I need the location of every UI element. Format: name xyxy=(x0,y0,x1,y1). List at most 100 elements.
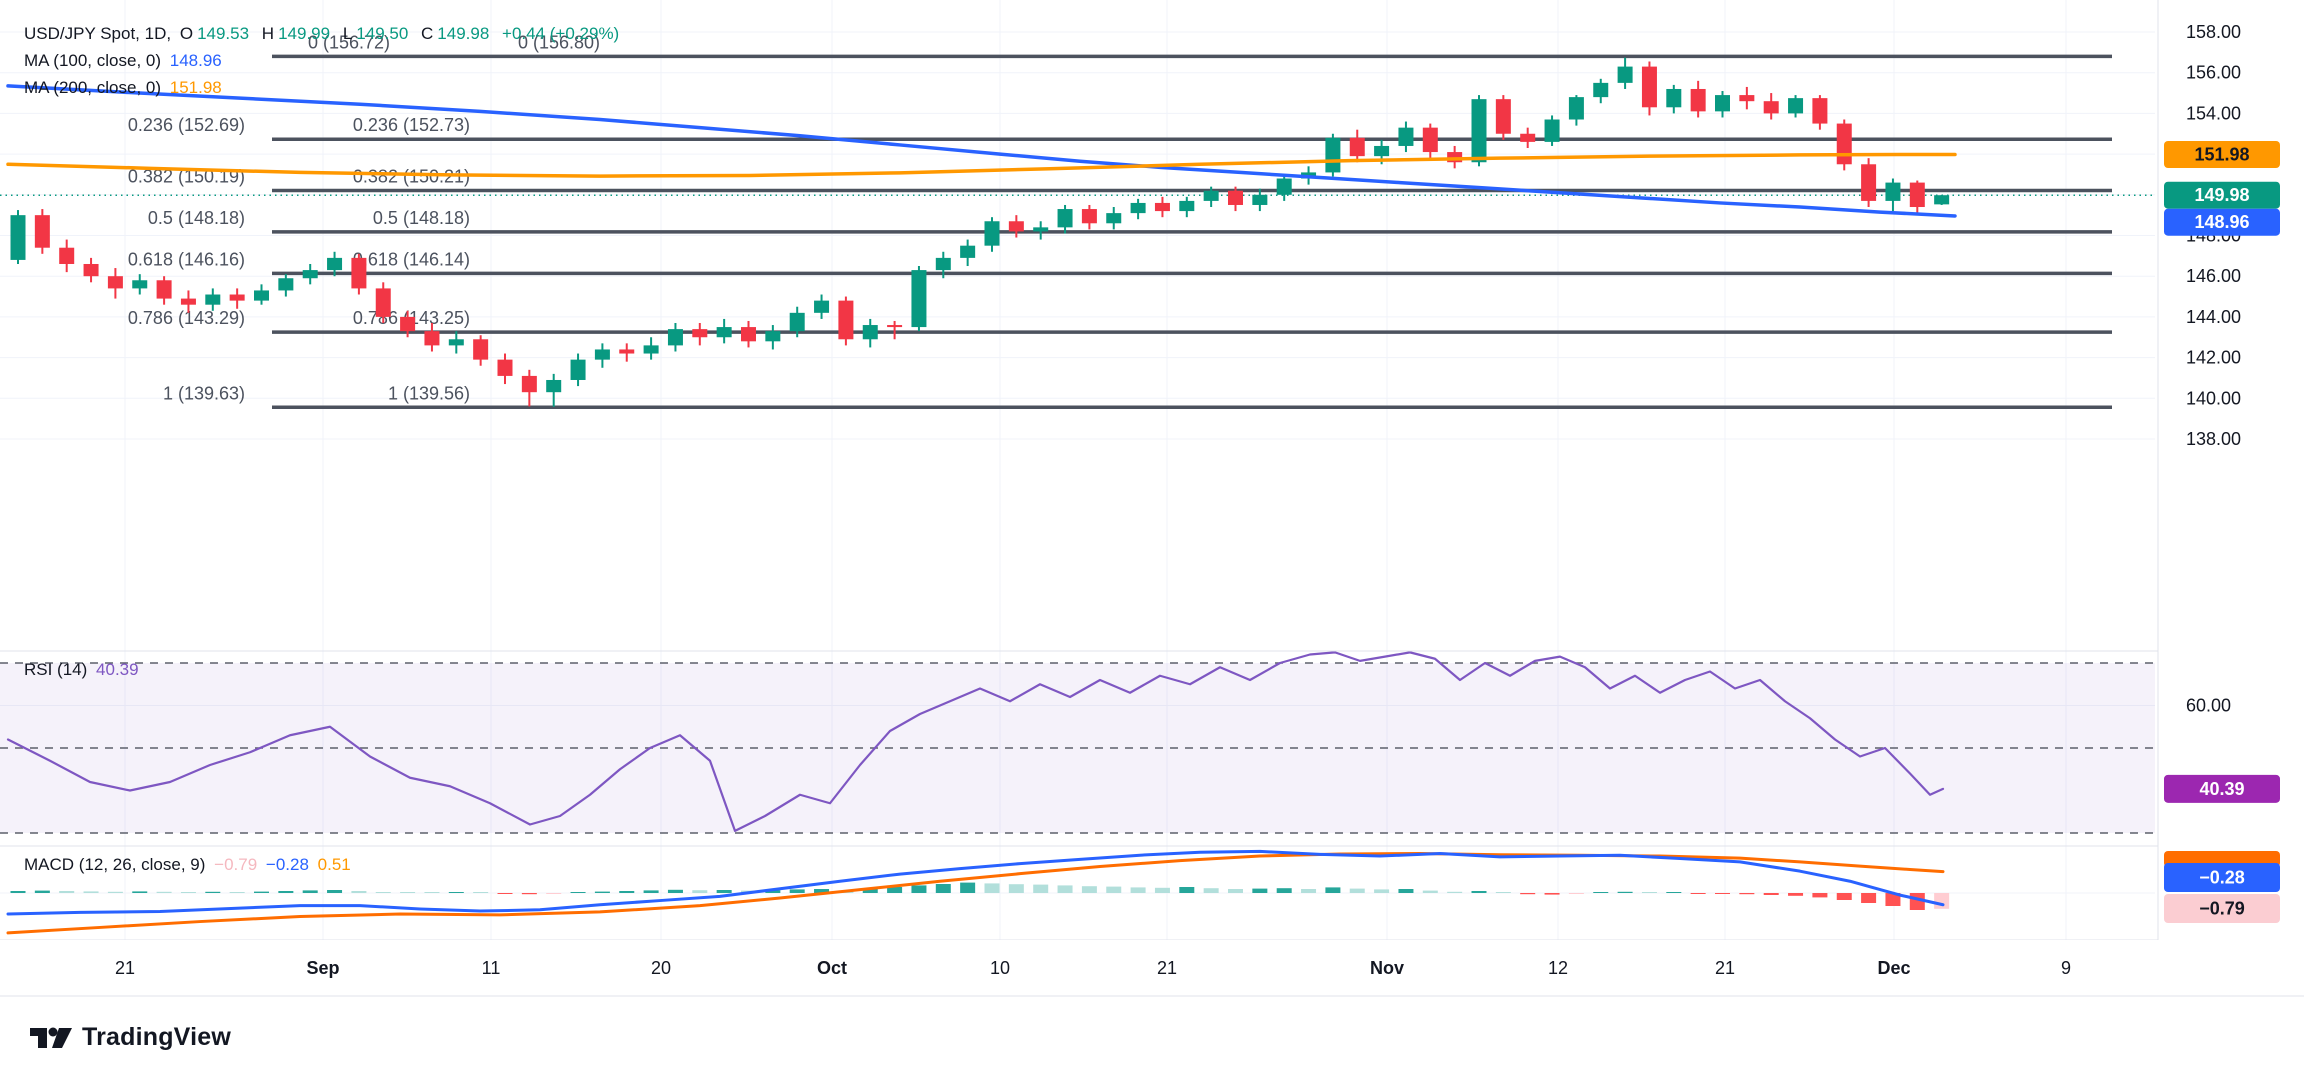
macd-histogram-bar[interactable] xyxy=(960,882,976,893)
macd-histogram-bar[interactable] xyxy=(1715,893,1730,894)
candle[interactable] xyxy=(887,325,903,328)
candle[interactable] xyxy=(448,339,464,346)
macd-histogram-bar[interactable] xyxy=(229,892,245,893)
candle[interactable] xyxy=(59,247,75,264)
candle[interactable] xyxy=(741,327,756,342)
candle[interactable] xyxy=(1836,123,1852,165)
candle[interactable] xyxy=(400,316,416,332)
candle[interactable] xyxy=(521,375,537,393)
candle[interactable] xyxy=(1349,137,1365,157)
candle[interactable] xyxy=(424,331,440,346)
candle[interactable] xyxy=(862,325,878,340)
candle[interactable] xyxy=(643,345,659,354)
candle[interactable] xyxy=(1447,152,1463,163)
candle[interactable] xyxy=(1398,127,1414,146)
macd-histogram-bar[interactable] xyxy=(1812,893,1828,898)
macd-histogram-bar[interactable] xyxy=(400,892,416,893)
candle[interactable] xyxy=(1739,95,1755,102)
macd-histogram-bar[interactable] xyxy=(643,890,659,893)
time-axis-background[interactable] xyxy=(0,940,2304,996)
macd-histogram-bar[interactable] xyxy=(351,891,367,893)
candle[interactable] xyxy=(1812,98,1828,124)
candle[interactable] xyxy=(1641,66,1657,108)
last-price-badge[interactable] xyxy=(2164,181,2280,209)
macd-histogram-bar[interactable] xyxy=(570,892,586,893)
candle[interactable] xyxy=(1861,164,1877,201)
macd-histogram-bar[interactable] xyxy=(1641,892,1657,893)
macd-histogram-bar[interactable] xyxy=(1934,893,1950,909)
symbol-legend[interactable]: USD/JPY Spot, 1D, O 149.53 H 149.99 L 149.5… xyxy=(24,24,623,44)
candle[interactable] xyxy=(1081,209,1097,224)
candle[interactable] xyxy=(1934,195,1950,205)
ma200-line[interactable] xyxy=(6,152,1957,178)
macd-histogram-bar[interactable] xyxy=(107,891,123,893)
macd-histogram-bar[interactable] xyxy=(10,891,26,893)
candle[interactable] xyxy=(1666,88,1682,108)
rsi-value-badge[interactable] xyxy=(2164,774,2280,803)
macd-histogram-bar[interactable] xyxy=(1081,886,1097,893)
candle[interactable] xyxy=(960,245,976,258)
macd-line-badge[interactable] xyxy=(2164,863,2280,892)
candle[interactable] xyxy=(1471,99,1487,163)
candle[interactable] xyxy=(1690,88,1706,112)
macd-histogram-bar[interactable] xyxy=(1447,891,1463,893)
macd-histogram-bar[interactable] xyxy=(1471,891,1487,893)
candle[interactable] xyxy=(789,312,805,332)
candle[interactable] xyxy=(838,300,854,340)
candle[interactable] xyxy=(1179,200,1195,212)
candle[interactable] xyxy=(132,280,148,289)
macd-histogram-bar[interactable] xyxy=(1033,884,1049,893)
candle[interactable] xyxy=(911,270,927,328)
candle[interactable] xyxy=(497,359,513,376)
macd-histogram-bar[interactable] xyxy=(1301,889,1317,893)
macd-histogram-bar[interactable] xyxy=(205,891,221,893)
candle[interactable] xyxy=(1495,99,1511,134)
macd-histogram-bar[interactable] xyxy=(1666,892,1682,893)
macd-signal-line[interactable] xyxy=(6,852,1945,935)
candle[interactable] xyxy=(156,280,172,299)
macd-histogram-bar[interactable] xyxy=(1885,893,1901,906)
candle[interactable] xyxy=(1715,95,1730,112)
macd-histogram-bar[interactable] xyxy=(692,890,708,893)
macd-histogram-bar[interactable] xyxy=(424,892,440,893)
macd-histogram-bar[interactable] xyxy=(327,890,343,893)
candle[interactable] xyxy=(229,294,245,301)
macd-histogram-bar[interactable] xyxy=(619,891,635,893)
macd-line[interactable] xyxy=(6,849,1945,916)
macd-histogram-bar[interactable] xyxy=(448,892,464,893)
macd-histogram-bar[interactable] xyxy=(911,885,927,893)
candle[interactable] xyxy=(814,300,830,313)
candle[interactable] xyxy=(1374,145,1390,157)
candle[interactable] xyxy=(278,278,294,291)
symbol-title[interactable]: USD/JPY Spot, 1D, xyxy=(24,24,172,43)
macd-histogram-bar[interactable] xyxy=(180,892,196,893)
rsi-legend[interactable]: RSI (14) 40.39 xyxy=(24,660,143,680)
macd-hist-badge[interactable] xyxy=(2164,894,2280,923)
macd-histogram-bar[interactable] xyxy=(156,891,172,893)
macd-histogram-bar[interactable] xyxy=(1252,888,1268,893)
candle[interactable] xyxy=(935,257,951,271)
macd-histogram-bar[interactable] xyxy=(814,889,830,893)
tradingview-logo[interactable]: TradingView xyxy=(28,1020,231,1054)
candle[interactable] xyxy=(1106,213,1122,224)
candle[interactable] xyxy=(1763,101,1779,114)
macd-histogram-bar[interactable] xyxy=(765,890,781,893)
ma100-price-badge[interactable] xyxy=(2164,208,2280,236)
ma100-line[interactable] xyxy=(6,84,1957,218)
ma100-legend[interactable]: MA (100, close, 0) 148.96 xyxy=(24,51,226,71)
macd-histogram-bar[interactable] xyxy=(473,892,489,893)
macd-histogram-bar[interactable] xyxy=(862,888,878,893)
candle[interactable] xyxy=(1228,190,1243,205)
macd-histogram-bar[interactable] xyxy=(1057,885,1073,893)
macd-histogram-bar[interactable] xyxy=(34,890,50,893)
macd-histogram-bar[interactable] xyxy=(667,889,683,893)
macd-histogram-bar[interactable] xyxy=(1568,893,1584,894)
candle[interactable] xyxy=(302,270,318,279)
macd-histogram-bar[interactable] xyxy=(1739,893,1755,895)
ma200-price-badge[interactable] xyxy=(2164,141,2280,169)
macd-histogram-bar[interactable] xyxy=(789,889,805,893)
candle[interactable] xyxy=(473,339,489,360)
candle[interactable] xyxy=(10,215,26,260)
candle[interactable] xyxy=(1252,194,1268,205)
